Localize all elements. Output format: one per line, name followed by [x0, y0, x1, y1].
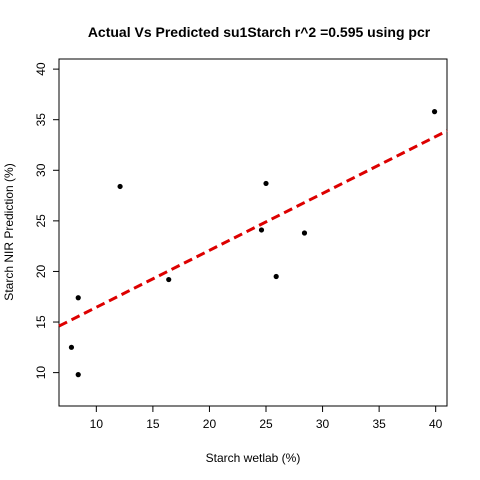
y-tick-label: 30 — [34, 163, 48, 177]
x-tick-label: 30 — [316, 417, 330, 431]
regression-line-layer — [58, 129, 448, 328]
x-axis: 10 15 20 25 30 35 40 — [90, 406, 443, 431]
y-tick-label: 15 — [34, 315, 48, 329]
y-tick-label: 20 — [34, 264, 48, 278]
y-tick-label: 35 — [34, 113, 48, 127]
data-point — [301, 230, 308, 236]
data-point — [117, 183, 123, 190]
data-points-layer — [68, 109, 438, 378]
x-tick-label: 35 — [372, 417, 386, 431]
data-point — [75, 295, 81, 301]
x-tick-label: 20 — [203, 417, 217, 431]
y-tick-label: 10 — [34, 366, 48, 380]
y-axis: 10 15 20 25 30 35 40 — [34, 62, 59, 379]
y-tick-label: 40 — [34, 62, 48, 76]
data-point — [431, 109, 438, 115]
x-axis-label: Starch wetlab (%) — [206, 451, 301, 465]
x-tick-label: 40 — [429, 417, 443, 431]
chart-title: Actual Vs Predicted su1Starch r^2 =0.595… — [88, 24, 431, 40]
plot-area-border — [58, 58, 448, 407]
x-tick-label: 10 — [90, 417, 104, 431]
x-tick-label: 15 — [146, 417, 160, 431]
x-tick-label: 25 — [259, 417, 273, 431]
data-point — [263, 180, 269, 187]
regression-line — [58, 129, 448, 328]
data-point — [258, 227, 265, 233]
data-point — [75, 372, 81, 378]
data-point — [68, 344, 75, 350]
data-point — [166, 276, 172, 283]
data-point — [273, 273, 279, 280]
y-tick-label: 25 — [34, 214, 48, 228]
y-axis-label: Starch NIR Prediction (%) — [2, 163, 16, 300]
